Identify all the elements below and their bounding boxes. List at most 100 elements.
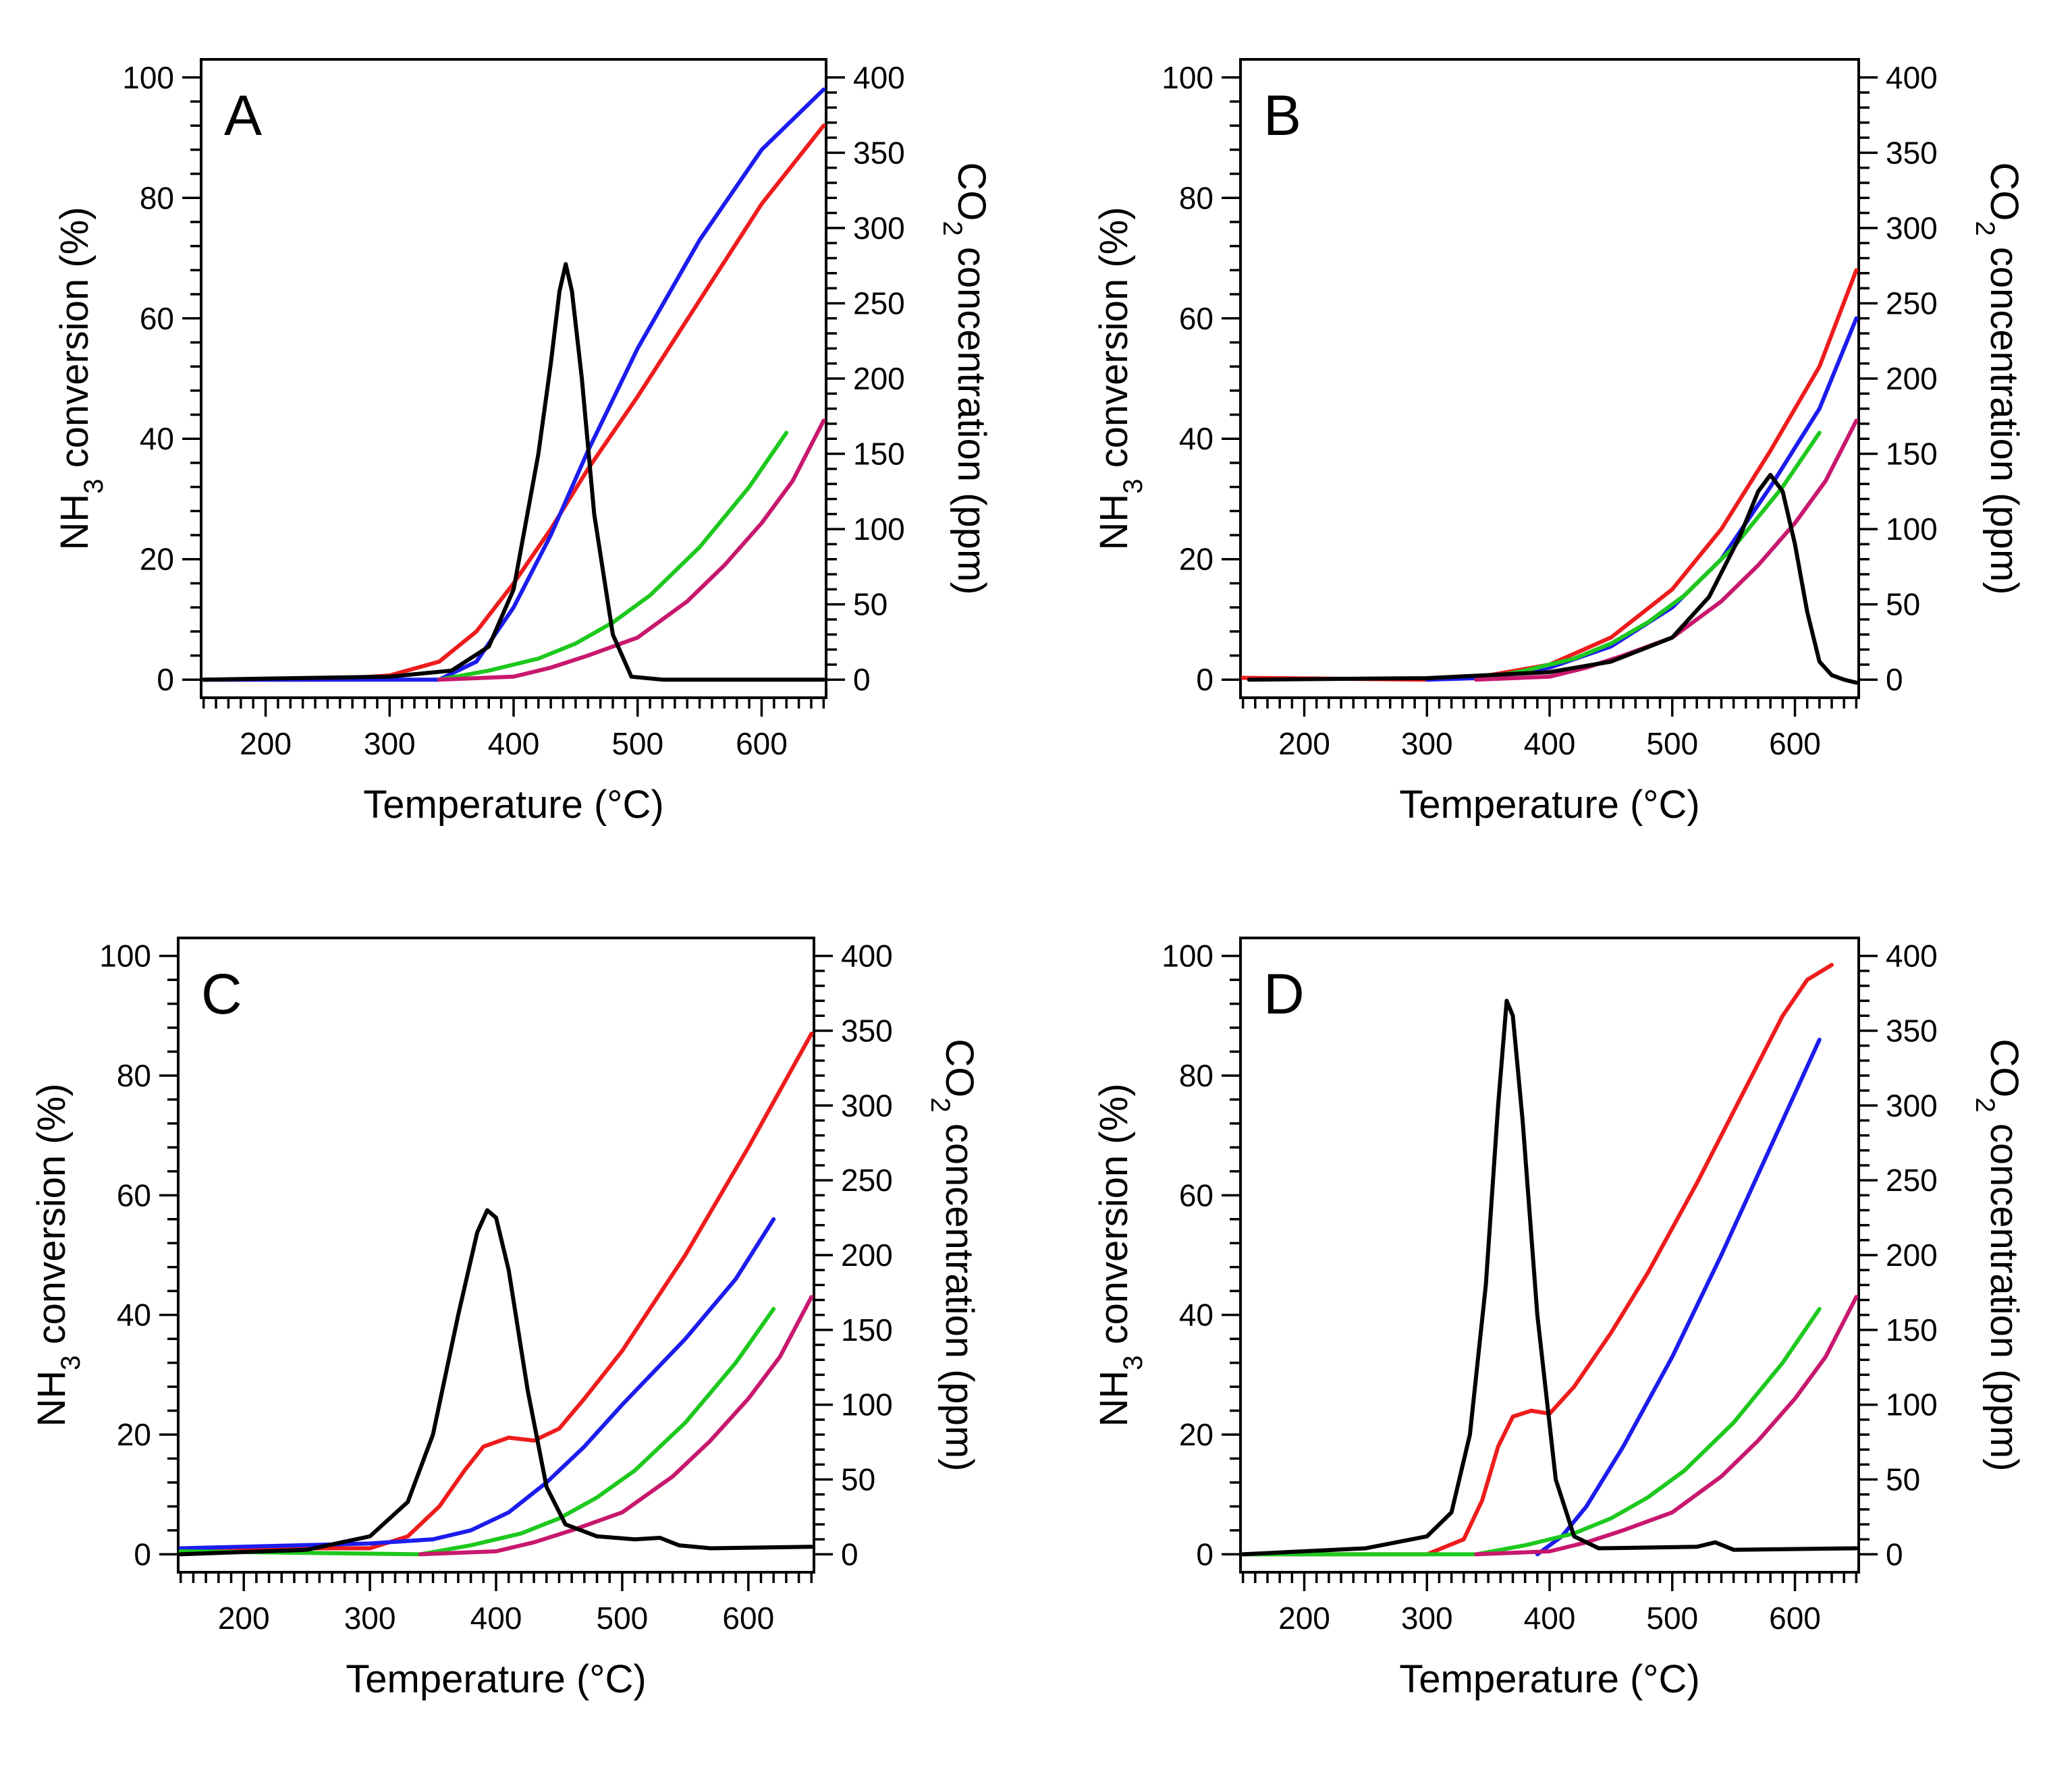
y-right-axis-title: CO2 concentration (ppm): [1970, 162, 2026, 594]
y-right-tick-label: 0: [1886, 662, 1903, 697]
y-right-axis-title-sub: 2: [937, 221, 967, 235]
y-left-axis-title-rest: conversion (%): [53, 207, 97, 479]
series-black-line: [178, 1208, 814, 1557]
y-right-tick-label: 400: [1886, 939, 1938, 974]
x-tick-label: 400: [1524, 726, 1576, 761]
y-left-axis-title-sub: 3: [79, 478, 109, 493]
series-black-line: [201, 262, 826, 682]
panel-d: 200 300 400 500 600 0 20 40 60 80 100 0 50 100 150 200 2…: [1092, 937, 2026, 1701]
y-right-tick-label: 400: [1886, 60, 1938, 95]
x-tick-label: 600: [1769, 726, 1821, 761]
y-left-tick-label: 0: [134, 1536, 151, 1572]
x-tick-label: 200: [1278, 1601, 1330, 1636]
x-axis-title: Temperature (°C): [1399, 1657, 1699, 1701]
y-left-tick-label: 0: [157, 662, 174, 697]
y-left-axis-title-rest: conversion (%): [1092, 1084, 1136, 1356]
y-right-axis-title-main: CO: [1982, 1038, 2026, 1097]
y-right-axis-title-rest: concentration (ppm): [1982, 1113, 2026, 1472]
y-left-tick-label: 100: [1162, 60, 1214, 95]
y-left-tick-label: 40: [1179, 421, 1214, 456]
series-group: [1241, 962, 1859, 1557]
y-right-tick-label: 250: [853, 285, 905, 321]
y-right-tick-label: 150: [1886, 1312, 1938, 1348]
series-magenta-line: [418, 1295, 814, 1557]
x-tick-label: 200: [240, 726, 292, 761]
panel-letter: C: [201, 962, 242, 1026]
y-left-tick-label: 80: [117, 1058, 151, 1093]
y-left-tick-label: 100: [122, 60, 174, 95]
y-right-tick-label: 150: [853, 437, 905, 472]
series-blue-line: [201, 87, 826, 682]
x-tick-label: 600: [1769, 1601, 1821, 1636]
y-right-axis-title-main: CO: [1982, 162, 2026, 221]
x-tick-label: 600: [722, 1601, 774, 1636]
y-left-tick-label: 20: [1179, 1417, 1214, 1452]
panel-c: 200 300 400 500 600 0 20 40 60 80 100 0 50 100 150 200 2…: [30, 937, 981, 1701]
series-magenta-line: [437, 418, 826, 682]
y-right-tick-label: 350: [1886, 1013, 1938, 1048]
x-tick-label: 300: [364, 726, 416, 761]
x-tick-label: 400: [1524, 1601, 1576, 1636]
plot-frame: [1239, 58, 1860, 699]
y-right-axis-title: CO2 concentration (ppm): [925, 1038, 981, 1471]
y-left-axis-title-main: NH: [1092, 1370, 1136, 1427]
y-right-axis-title-rest: concentration (ppm): [937, 1113, 981, 1472]
panel-letter: A: [224, 84, 262, 147]
y-left-tick-label: 100: [99, 939, 151, 974]
y-left-tick-label: 40: [1179, 1298, 1214, 1333]
y-left-tick-label: 60: [117, 1177, 151, 1213]
y-left-axis-title-sub: 3: [56, 1355, 86, 1370]
y-right-tick-label: 200: [841, 1238, 893, 1273]
y-right-tick-label: 250: [841, 1163, 893, 1198]
y-right-tick-label: 200: [1886, 1238, 1938, 1273]
y-left-tick-label: 100: [1162, 939, 1214, 974]
series-magenta-line: [1474, 418, 1859, 682]
y-right-tick-label: 0: [1886, 1536, 1903, 1572]
y-left-tick-label: 0: [1196, 662, 1214, 697]
y-right-tick-label: 300: [853, 211, 905, 246]
y-right-axis-title-main: CO: [950, 162, 993, 221]
y-right-tick-label: 50: [841, 1462, 875, 1497]
plot-frame: [177, 937, 815, 1574]
y-right-tick-label: 150: [1886, 437, 1938, 472]
y-left-axis-title-rest: conversion (%): [1092, 207, 1136, 479]
y-right-tick-label: 100: [1886, 1387, 1938, 1422]
y-left-axis-title-main: NH: [1092, 494, 1136, 551]
y-right-tick-label: 400: [841, 939, 893, 974]
y-right-tick-label: 50: [1886, 1462, 1920, 1497]
panel-b: 200 300 400 500 600 0 20 40 60 80 100 0 50 100 150 200 2…: [1092, 58, 2026, 827]
plot-frame: [200, 58, 827, 699]
x-tick-label: 600: [736, 726, 788, 761]
x-tick-label: 400: [488, 726, 540, 761]
y-right-tick-label: 150: [841, 1312, 893, 1348]
y-right-tick-label: 100: [853, 511, 905, 547]
y-left-tick-label: 60: [1179, 301, 1214, 336]
series-blue-line: [1535, 1037, 1822, 1557]
x-tick-label: 400: [470, 1601, 522, 1636]
series-black-line: [1247, 472, 1859, 685]
panel-a: 200 300 400 500 600 0 20 40 60 80 100 0 50 100 150 200 2…: [53, 58, 993, 827]
y-right-tick-label: 300: [1886, 1088, 1938, 1123]
panel-letter: D: [1263, 962, 1305, 1026]
y-right-tick-label: 100: [841, 1387, 893, 1422]
y-left-tick-label: 80: [1179, 1058, 1214, 1093]
series-green-line: [1241, 1306, 1822, 1557]
y-left-tick-label: 40: [117, 1298, 151, 1333]
y-right-tick-label: 50: [853, 587, 888, 622]
y-left-axis-title: NH3 conversion (%): [53, 207, 109, 551]
y-right-tick-label: 100: [1886, 511, 1938, 547]
x-tick-label: 200: [1278, 726, 1330, 761]
y-right-axis-title-main: CO: [937, 1038, 981, 1097]
y-right-axis-title-sub: 2: [925, 1097, 955, 1112]
x-axis-title: Temperature (°C): [363, 783, 663, 827]
series-red-line: [178, 1031, 814, 1551]
y-left-tick-label: 40: [140, 421, 174, 456]
y-right-axis-title-rest: concentration (ppm): [950, 236, 993, 595]
y-right-tick-label: 350: [853, 135, 905, 170]
x-tick-label: 200: [218, 1601, 270, 1636]
y-right-axis-title-sub: 2: [1970, 1097, 2000, 1112]
y-left-tick-label: 80: [1179, 180, 1214, 215]
y-right-tick-label: 0: [853, 662, 871, 697]
y-right-tick-label: 250: [1886, 285, 1938, 321]
x-axis-title: Temperature (°C): [1399, 783, 1699, 827]
